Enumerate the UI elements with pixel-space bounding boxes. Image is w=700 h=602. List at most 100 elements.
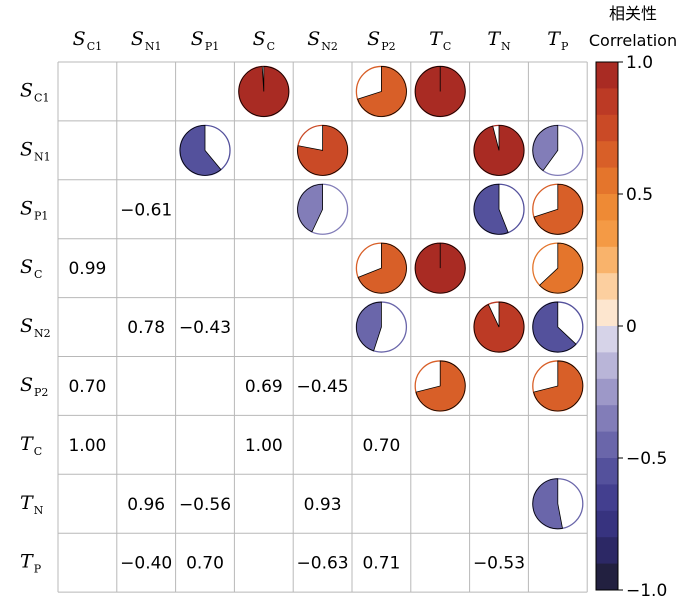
pie-wedge [415,360,466,412]
colorbar-step [596,273,618,301]
pie-wedge [414,242,466,294]
correlation-value: 0.70 [362,436,400,456]
correlation-pie [532,124,584,177]
correlation-pie [296,124,349,177]
row-label: SN2 [20,315,51,340]
colorbar-step [596,194,618,221]
correlation-pie [473,301,525,353]
correlation-pie [179,124,231,177]
row-labels: SC1 SN1 SP1 SC SN2 SP2 TC TN TP [20,79,51,575]
row-label: SP2 [20,374,48,399]
colorbar-step [596,299,618,327]
colorbar-step [596,167,618,195]
column-label: SP2 [367,28,395,53]
row-label: TN [20,492,44,517]
correlation-pie [355,242,408,294]
colorbar-tick-label: 0 [626,317,637,337]
row-label: SP1 [20,197,48,222]
correlation-value: 1.00 [245,436,283,456]
correlation-pie [532,242,584,294]
correlation-pies [179,65,584,530]
row-label: TP [20,551,42,576]
colorbar-step [596,114,618,142]
correlation-pie [414,65,466,118]
colorbar-step [596,378,618,406]
colorbar-title-en: Correlation [589,31,677,50]
correlation-value: −0.61 [120,200,172,220]
colorbar-step [596,352,618,380]
colorbar-step [596,537,618,565]
colorbar-step [596,326,618,353]
correlation-value: −0.56 [179,495,231,515]
colorbar-title-cn: 相关性 [609,4,657,23]
pie-wedge [357,66,407,117]
column-label: SC1 [73,28,102,53]
colorbar-step [596,458,618,485]
pie-wedge [533,360,584,412]
correlation-pie [473,124,525,177]
correlation-value: 0.70 [186,554,224,574]
pie-wedge [297,124,348,176]
colorbar-step [596,563,618,591]
pie-wedge [473,124,525,176]
correlation-pie [414,242,466,294]
colorbar-step [596,246,618,274]
correlation-pie [355,65,408,118]
column-label: SN1 [131,28,162,53]
correlation-value: −0.40 [120,554,172,574]
correlation-value: 0.78 [127,318,165,338]
correlation-pie [355,301,408,353]
column-labels: SC1 SN1 SP1 SC SN2 SP2 TC TN TP [73,28,569,53]
correlation-value: 0.69 [245,377,283,397]
correlation-value: 0.99 [68,259,106,279]
correlation-pie [473,183,525,235]
pie-wedge [473,183,509,235]
colorbar-tick-label: −1.0 [626,581,667,601]
correlation-value: 0.71 [362,554,400,574]
pie-wedge [297,183,323,233]
correlation-pie [296,183,349,235]
matrix-grid [57,61,588,593]
column-label: TP [547,28,569,53]
pie-wedge [533,183,584,235]
colorbar-tick-label: 0.5 [626,185,653,205]
correlation-pie [238,65,290,118]
pie-wedge [414,66,466,117]
correlation-pie [532,301,584,353]
column-label: SC [253,28,275,53]
correlation-value: −0.43 [179,318,231,338]
correlation-value: −0.53 [473,554,525,574]
colorbar-tick-label: −0.5 [626,449,667,469]
colorbar-step [596,405,618,433]
row-label: SN1 [20,138,51,163]
correlation-pie [414,360,466,412]
correlation-value: 0.93 [304,495,342,515]
colorbar-step [596,510,618,538]
correlation-pie [532,360,584,412]
correlation-value: −0.45 [297,377,349,397]
pie-wedge [532,478,563,530]
colorbar-step [596,431,618,459]
colorbar-step [596,88,618,116]
colorbar: 1.0 0.5 0 −0.5 −1.0 [595,53,667,601]
correlation-values: −0.61 0.99 0.78 −0.43 0.70 0.69 −0.45 1.00 1.00 0… [68,200,525,573]
row-label: TC [20,433,42,458]
column-label: TN [487,28,511,53]
pie-wedge [179,124,222,176]
colorbar-step [596,220,618,248]
pie-wedge [473,301,525,353]
pie-wedge [357,242,407,294]
column-label: TC [429,28,451,53]
row-label: SC [20,256,42,281]
correlation-pie [532,478,584,530]
correlation-value: 0.96 [127,495,165,515]
correlation-value: 1.00 [68,436,106,456]
correlation-pie [532,183,584,235]
pie-wedge [238,66,290,117]
colorbar-step [596,141,618,169]
pie-wedge [532,124,559,172]
pie-wedge [539,242,584,294]
correlation-value: −0.63 [297,554,349,574]
column-label: SN2 [307,28,338,53]
